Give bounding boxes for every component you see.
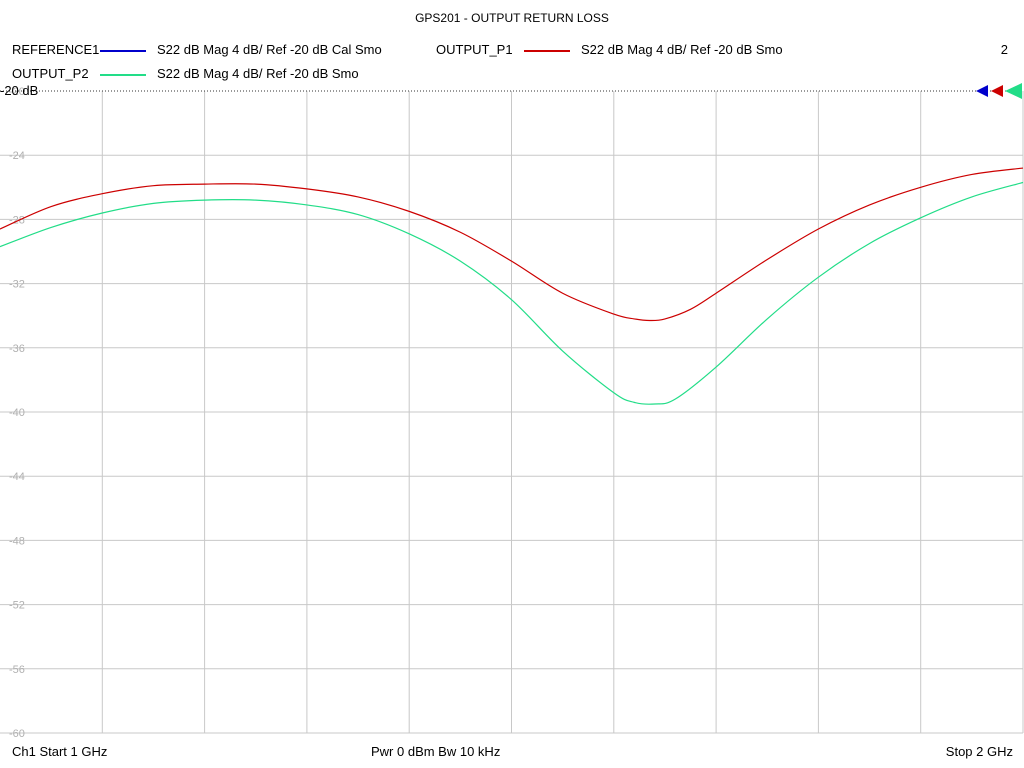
y-tick-label: -40	[9, 407, 25, 419]
legend-desc: S22 dB Mag 4 dB/ Ref -20 dB Smo	[581, 42, 783, 57]
ref-marker	[976, 85, 988, 97]
trace-output-p1	[0, 167, 1024, 322]
y-tick-label: -36	[9, 343, 25, 355]
ref-markers	[976, 83, 1022, 99]
y-tick-label: -52	[9, 600, 25, 612]
y-tick-label: -28	[9, 214, 25, 226]
y-tick-label: -44	[9, 471, 25, 483]
legend-desc: S22 dB Mag 4 dB/ Ref -20 dB Cal Smo	[157, 42, 382, 57]
y-tick-label: -56	[9, 664, 25, 676]
traces	[0, 167, 1024, 405]
chart-title: GPS201 - OUTPUT RETURN LOSS	[415, 11, 609, 25]
legend-swatch	[100, 50, 146, 52]
y-tick-label: -20	[9, 86, 25, 98]
y-tick-label: -32	[9, 279, 25, 291]
legend-desc: S22 dB Mag 4 dB/ Ref -20 dB Smo	[157, 66, 359, 81]
legend-name: REFERENCE1	[12, 42, 100, 57]
y-tick-label: -24	[9, 150, 25, 162]
ref-level-label: -20 dB	[0, 83, 39, 98]
power-bandwidth: Pwr 0 dBm Bw 10 kHz	[371, 744, 501, 759]
legend-name: OUTPUT_P1	[436, 42, 513, 57]
ref-marker	[991, 85, 1003, 97]
sweep-stop: Stop 2 GHz	[945, 744, 1013, 759]
ref-marker	[1005, 83, 1022, 99]
y-tick-label: -48	[9, 535, 25, 547]
y-tick-label: -60	[9, 728, 25, 740]
legend-swatch	[100, 74, 146, 76]
channel-number: 2	[1000, 42, 1008, 57]
grid	[0, 90, 1024, 734]
trace-output-p2	[0, 181, 1024, 405]
legend-swatch	[524, 50, 570, 52]
plot-area[interactable]: -20 -24 -28 -32 -36 -40 -44 -48 -52 -56 -60	[0, 0, 1024, 740]
y-tick-labels: -20 -24 -28 -32 -36 -40 -44 -48 -52 -56 -60	[9, 86, 25, 740]
legend-name: OUTPUT_P2	[12, 66, 89, 81]
sweep-start: Ch1 Start 1 GHz	[12, 744, 108, 759]
